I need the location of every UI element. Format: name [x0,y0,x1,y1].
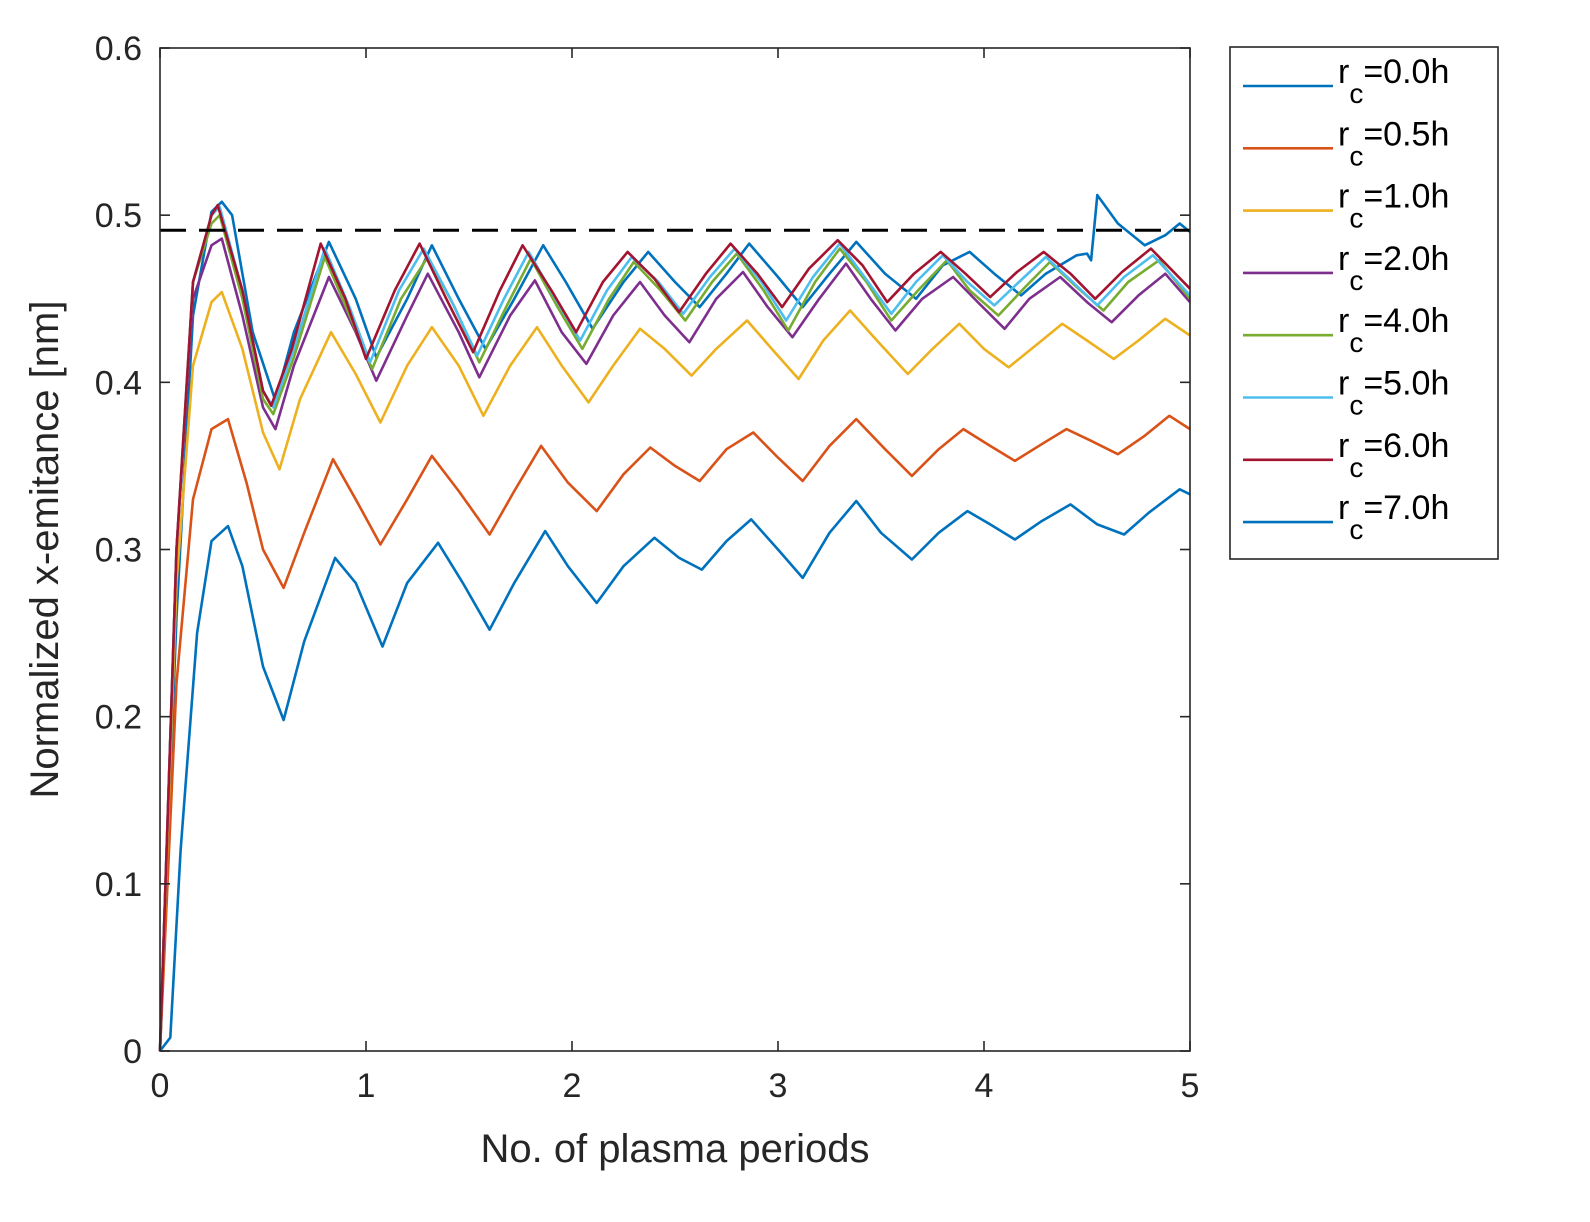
axes [159,47,1191,1052]
legend-entry-0: rc=0.0h [1338,53,1449,109]
x-tick-label: 1 [357,1067,376,1105]
series-line-2 [158,290,1191,1052]
y-tick-label: 0.1 [95,866,142,904]
x-axis-label: No. of plasma periods [480,1127,869,1171]
legend-entry-2: rc=1.0h [1338,178,1449,234]
series-line-6 [158,203,1191,1052]
series-line-3 [158,237,1191,1052]
x-tick-label: 0 [151,1067,170,1105]
series-line-1 [158,414,1191,1052]
legend-entry-1: rc=0.5h [1338,115,1449,171]
y-tick-label: 0.5 [95,197,142,235]
x-tick-label: 4 [975,1067,994,1105]
series-line-4 [158,213,1192,1052]
y-tick-label: 0.3 [95,532,142,570]
plot-background [160,48,1190,1051]
x-tick-label: 5 [1181,1067,1200,1105]
y-axis-label: Normalized x-emitance [nm] [23,301,67,799]
legend-entry-3: rc=2.0h [1338,240,1449,296]
y-tick-label: 0 [123,1033,142,1071]
series-line-7 [158,488,1191,1052]
y-tick-label: 0.4 [95,364,142,402]
x-tick-label: 3 [769,1067,788,1105]
plot-area [160,48,1190,1051]
legend: rc=0.0h rc=0.5h rc=1.0h rc=2.0h rc=4.0h rc=5.… [1229,46,1499,560]
legend-entry-5: rc=5.0h [1338,365,1449,421]
series-lines [158,193,1192,1052]
y-tick-label: 0.2 [95,699,142,737]
x-tick-label: 2 [563,1067,582,1105]
legend-box [1229,46,1499,560]
legend-entry-4: rc=4.0h [1338,302,1449,358]
legend-entry-7: rc=7.0h [1338,489,1449,545]
y-tick-label: 0.6 [95,30,142,68]
legend-entry-6: rc=6.0h [1338,427,1449,483]
tick-labels: 0 1 2 3 4 5 0 0.1 0.2 0.3 0.4 0.5 0.6 [95,30,1200,1105]
